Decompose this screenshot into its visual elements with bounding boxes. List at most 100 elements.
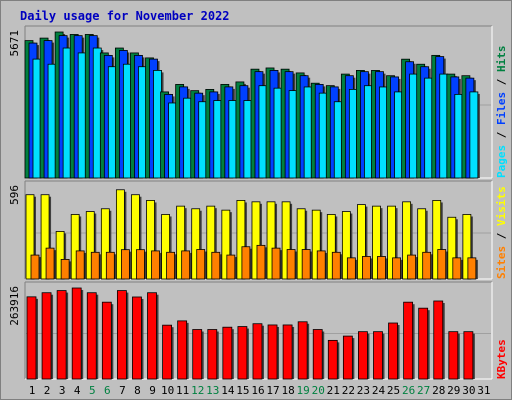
visits-sites-ymax-label: 596 <box>8 185 21 205</box>
sites-bar-day-1 <box>30 254 40 280</box>
kbytes-bar-day-20 <box>312 329 323 380</box>
x-tick-day-13: 13 <box>206 384 219 397</box>
visits-sites-legend-part: / <box>495 226 508 246</box>
sites-bar-day-23 <box>362 256 371 280</box>
visits-bar-day-10 <box>161 214 170 280</box>
sites-bar-day-4 <box>75 250 85 280</box>
kbytes-bar-day-26 <box>403 301 414 380</box>
visits-bar-day-15 <box>236 200 246 280</box>
hits-files-pages-ymax-label: 5671 <box>8 30 21 57</box>
x-tick-day-31: 31 <box>477 384 490 397</box>
sites-bar-day-24 <box>377 256 386 280</box>
visits-bar-day-27 <box>417 208 427 280</box>
x-tick-day-2: 2 <box>44 384 51 397</box>
kbytes-bar-day-28 <box>433 300 444 380</box>
visits-bar-day-12 <box>191 208 201 280</box>
x-tick-day-22: 22 <box>342 384 355 397</box>
hits-files-pages-legend-part: Pages <box>495 145 508 178</box>
sites-bar-day-22 <box>346 257 356 280</box>
kbytes-bar-day-3 <box>56 290 67 380</box>
x-tick-day-30: 30 <box>462 384 475 397</box>
x-tick-day-25: 25 <box>387 384 400 397</box>
sites-bar-day-16 <box>256 244 266 280</box>
kbytes-legend: KBytes <box>495 339 508 379</box>
sites-bar-day-18 <box>286 249 296 280</box>
visits-bar-day-9 <box>146 200 155 280</box>
visits-sites-legend: Sites / Visits <box>495 186 508 279</box>
sites-bar-day-2 <box>45 247 55 280</box>
kbytes-bar-day-24 <box>373 331 383 380</box>
visits-sites-legend-part: Sites <box>495 246 508 279</box>
sites-bar-day-6 <box>105 251 115 280</box>
visits-bar-day-13 <box>206 205 216 280</box>
x-tick-day-29: 29 <box>447 384 460 397</box>
kbytes-bar-day-9 <box>147 292 157 380</box>
x-tick-day-24: 24 <box>372 384 386 397</box>
visits-bar-day-14 <box>221 209 231 280</box>
sites-bar-day-7 <box>120 249 130 280</box>
sites-bar-day-28 <box>437 249 447 280</box>
sites-bar-day-13 <box>211 251 221 280</box>
x-tick-day-1: 1 <box>29 384 36 397</box>
sites-bar-day-9 <box>151 250 160 280</box>
kbytes-ymax-label: 263916 <box>8 286 21 326</box>
sites-bar-day-26 <box>407 254 417 280</box>
kbytes-bar-day-2 <box>41 292 52 380</box>
kbytes-bar-day-29 <box>448 331 459 380</box>
visits-bar-day-3 <box>55 231 65 280</box>
visits-bar-day-30 <box>462 214 472 280</box>
x-tick-day-18: 18 <box>281 384 294 397</box>
kbytes-bar-day-19 <box>297 321 308 380</box>
x-tick-day-21: 21 <box>327 384 340 397</box>
visits-bar-day-8 <box>131 194 140 280</box>
sites-bar-day-21 <box>331 251 341 280</box>
visits-bar-day-4 <box>70 214 80 280</box>
x-tick-day-4: 4 <box>74 384 81 397</box>
x-tick-day-10: 10 <box>161 384 174 397</box>
visits-bar-day-19 <box>296 208 306 280</box>
sites-bar-day-27 <box>422 251 432 280</box>
visits-bar-day-5 <box>85 211 95 280</box>
x-tick-day-5: 5 <box>89 384 96 397</box>
kbytes-bar-day-10 <box>162 324 172 380</box>
kbytes-bar-day-21 <box>327 339 338 380</box>
sites-bar-day-29 <box>452 257 462 280</box>
sites-bar-day-15 <box>241 246 251 280</box>
kbytes-bar-day-5 <box>86 292 97 380</box>
visits-bar-day-6 <box>100 208 110 280</box>
kbytes-bar-day-6 <box>101 301 112 380</box>
kbytes-bar-day-22 <box>342 335 353 380</box>
visits-bar-day-28 <box>432 200 442 280</box>
x-tick-day-27: 27 <box>417 384 430 397</box>
sites-bar-day-25 <box>392 257 401 280</box>
hits-files-pages-legend: Pages / Files / Hits <box>495 46 508 179</box>
x-tick-day-16: 16 <box>251 384 264 397</box>
sites-bar-day-11 <box>181 250 191 280</box>
visits-bar-day-21 <box>326 214 336 280</box>
kbytes-bar-day-27 <box>418 307 429 380</box>
sites-bar-day-3 <box>60 258 70 280</box>
sites-bar-day-14 <box>226 254 236 280</box>
visits-bar-day-22 <box>341 211 351 280</box>
visits-bar-day-1 <box>25 194 35 280</box>
x-tick-day-7: 7 <box>119 384 126 397</box>
kbytes-bar-day-13 <box>207 329 218 380</box>
hits-files-pages-legend-part: Files <box>495 92 508 125</box>
x-tick-day-6: 6 <box>104 384 111 397</box>
kbytes-bar-day-23 <box>358 331 368 380</box>
visits-bar-day-17 <box>266 201 276 280</box>
x-tick-day-23: 23 <box>357 384 370 397</box>
kbytes-legend-part: KBytes <box>495 339 508 379</box>
visits-sites-legend-part: Visits <box>495 186 508 226</box>
chart-title: Daily usage for November 2022 <box>20 9 230 23</box>
visits-bar-day-18 <box>281 201 291 280</box>
sites-bar-day-20 <box>316 250 326 280</box>
x-tick-day-15: 15 <box>236 384 249 397</box>
visits-bar-day-20 <box>311 209 321 280</box>
kbytes-bar-day-14 <box>222 326 233 380</box>
visits-bar-day-23 <box>357 204 366 280</box>
hits-files-pages-panel: 5671 Pages / Files / Hits <box>8 25 508 179</box>
x-tick-day-9: 9 <box>149 384 156 397</box>
